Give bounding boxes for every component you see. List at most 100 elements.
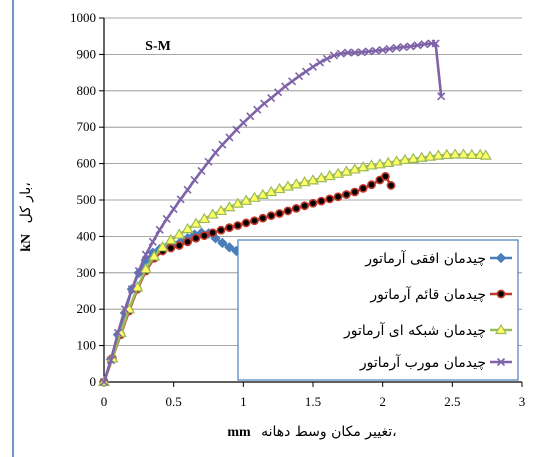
data-point (141, 250, 150, 259)
data-point (382, 156, 395, 167)
data-point (223, 201, 236, 212)
data-point (191, 233, 201, 243)
data-point (301, 67, 311, 76)
data-point (246, 112, 255, 121)
data-point (155, 225, 164, 234)
data-point (423, 150, 437, 161)
data-point (373, 158, 386, 169)
data-point (316, 196, 326, 206)
data-point (367, 180, 376, 190)
legend-entry: چیدمان شبکه ای آرماتور (343, 322, 512, 339)
x-tick-label: 3 (519, 394, 526, 409)
data-point (248, 191, 261, 202)
data-point (465, 148, 478, 159)
data-point (190, 175, 199, 185)
data-point (357, 161, 370, 172)
data-point (281, 82, 290, 91)
data-point (342, 190, 351, 199)
data-point (398, 153, 412, 165)
data-point (162, 214, 171, 223)
data-point (224, 223, 234, 233)
svg-text:kN بار کل،: kN بار کل، (18, 182, 34, 252)
legend-box (237, 239, 519, 381)
page-frame-line (12, 0, 14, 457)
data-point (120, 305, 129, 314)
data-point (315, 171, 328, 183)
data-point (204, 157, 213, 166)
series-layer (97, 39, 492, 388)
data-point (173, 228, 186, 239)
data-point (283, 206, 293, 216)
data-point (457, 148, 470, 159)
data-point (371, 46, 380, 55)
legend-swatch-marker (496, 357, 506, 367)
data-point (106, 356, 116, 365)
data-point (134, 266, 143, 276)
data-point (437, 92, 446, 101)
data-point (241, 218, 251, 228)
legend-entry: چیدمان قائم آرماتور (369, 286, 512, 303)
data-point (148, 237, 157, 246)
x-axis-unit: mm (227, 425, 251, 440)
y-tick-label: 300 (77, 265, 97, 280)
data-point (343, 48, 352, 57)
legend-label: چیدمان شبکه ای آرماتور (343, 322, 486, 339)
data-point (256, 188, 269, 200)
data-point (218, 140, 227, 149)
data-point (267, 94, 276, 103)
data-point (231, 197, 244, 208)
data-point (199, 231, 209, 241)
data-point (183, 185, 192, 194)
y-tick-label: 400 (77, 228, 97, 243)
data-point (308, 62, 318, 71)
data-point (266, 211, 276, 221)
data-point (274, 88, 283, 97)
legend-entry: چیدمان افقی آرماتور (364, 250, 512, 267)
x-axis-ticks: 0 0.5 1 1.5 2 2.5 3 (101, 382, 526, 409)
data-point (224, 242, 235, 253)
data-point (358, 183, 368, 193)
data-point (198, 212, 211, 224)
data-point (258, 213, 268, 223)
data-point (183, 237, 192, 247)
data-point (225, 133, 234, 142)
data-point (233, 221, 243, 230)
data-point (176, 195, 185, 204)
data-point (479, 149, 492, 160)
data-point (232, 125, 241, 134)
x-axis-title: mm تغییر مکان وسط دهانه، (227, 424, 396, 440)
data-point (390, 155, 403, 166)
x-tick-label: 2 (379, 394, 386, 409)
data-point (348, 163, 361, 174)
data-point (432, 149, 445, 160)
data-point (431, 39, 440, 48)
y-tick-label: 0 (90, 374, 97, 389)
data-point (350, 187, 360, 197)
legend-swatch-marker (496, 289, 506, 299)
data-point (332, 167, 345, 178)
data-point (214, 204, 228, 216)
data-point (329, 51, 338, 60)
data-point (181, 222, 194, 234)
x-tick-label: 0.5 (166, 394, 182, 409)
data-point (378, 45, 387, 55)
data-point (217, 237, 228, 249)
data-point (250, 216, 259, 226)
y-axis-unit: kN (19, 234, 34, 252)
legend-label: چیدمان افقی آرماتور (364, 250, 486, 267)
data-point (127, 285, 136, 294)
data-point (206, 208, 219, 219)
data-point (420, 40, 429, 49)
data-point (174, 241, 184, 250)
data-point (413, 41, 422, 50)
data-point (325, 194, 335, 204)
data-point (449, 148, 462, 159)
data-point (336, 49, 345, 58)
data-point (290, 178, 303, 189)
y-tick-label: 700 (77, 119, 97, 134)
data-point (385, 44, 394, 54)
x-tick-label: 2.5 (444, 394, 460, 409)
data-point (197, 166, 206, 175)
series-4 (99, 39, 446, 387)
y-axis-label: بار کل، (18, 182, 34, 223)
